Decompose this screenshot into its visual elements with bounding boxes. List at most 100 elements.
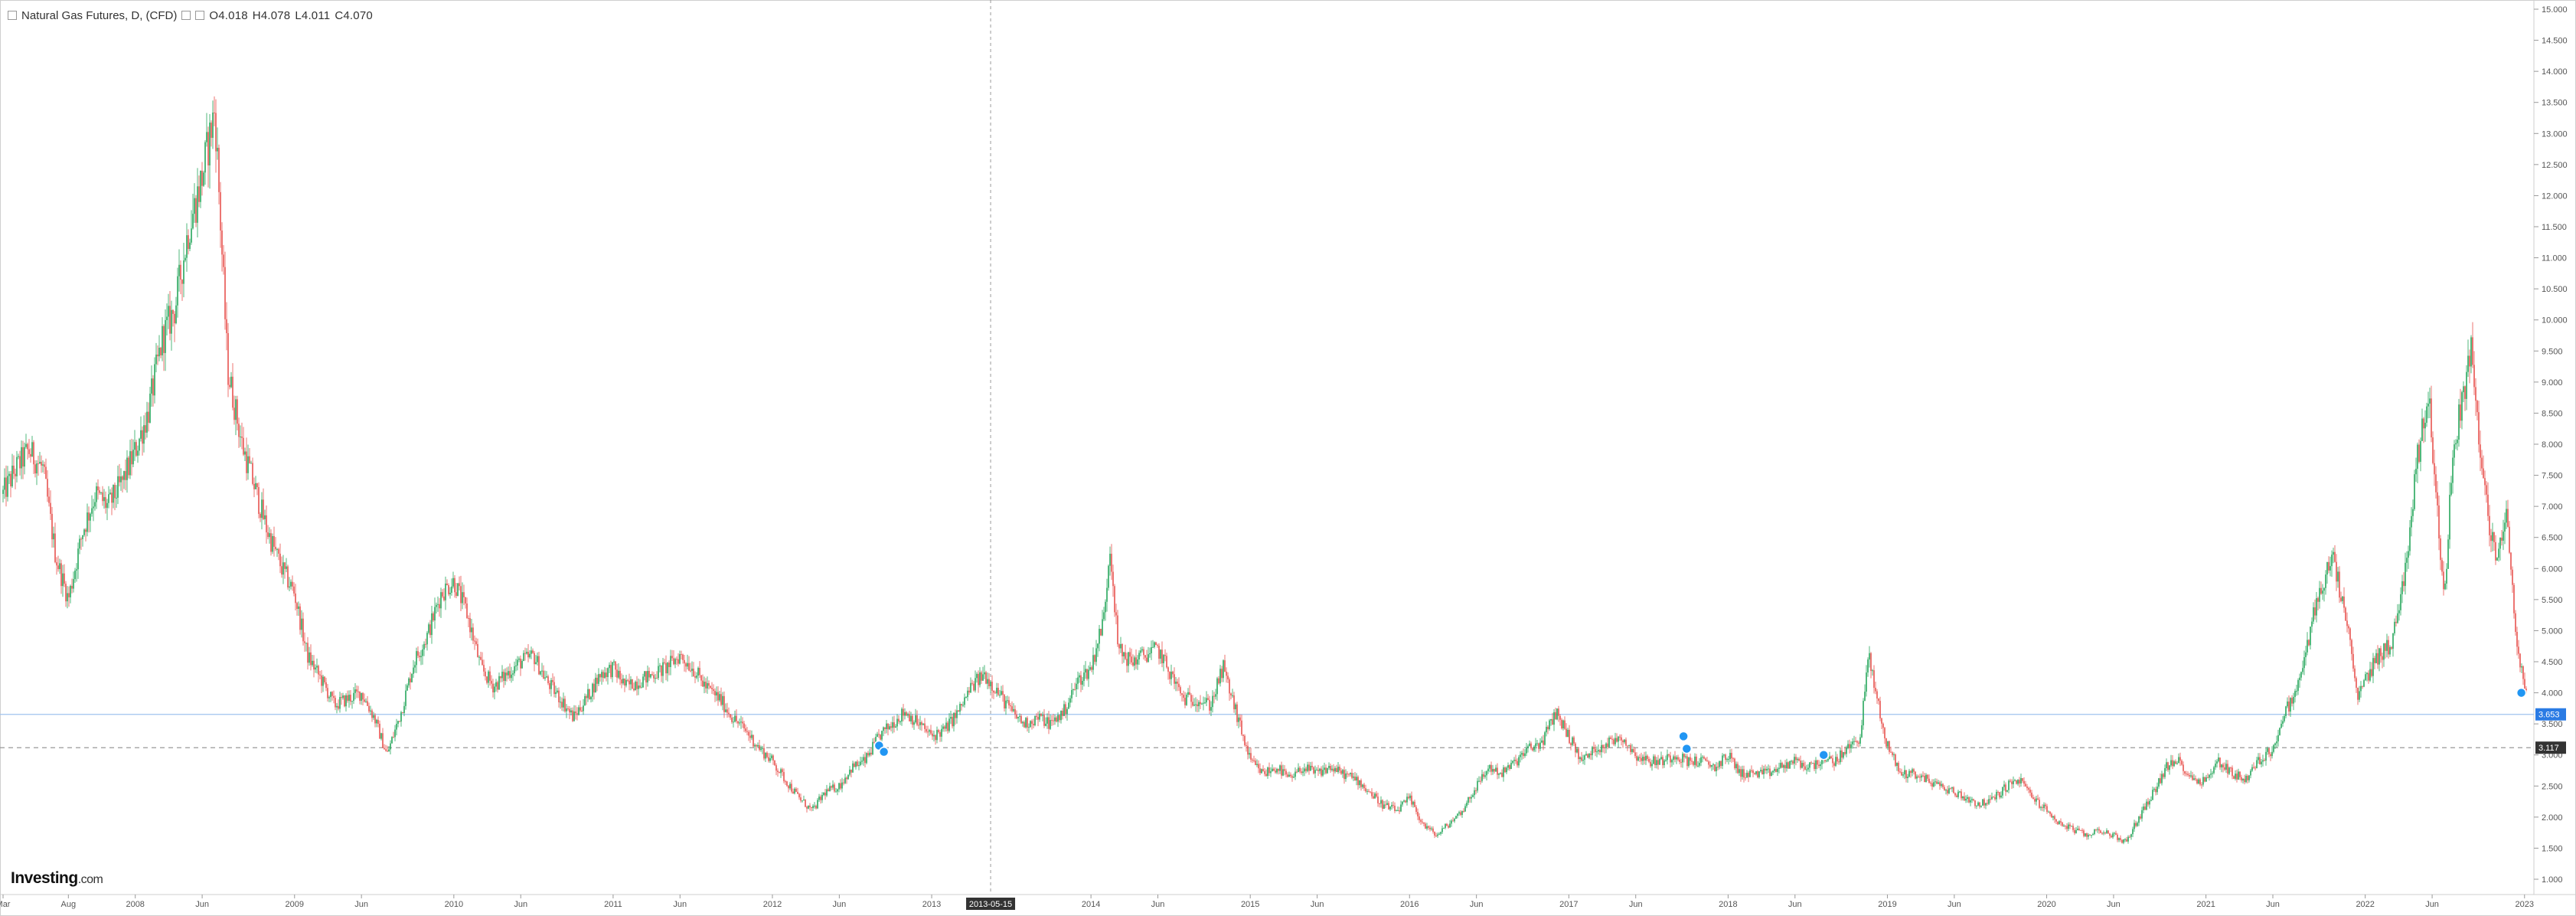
candle-body [1489, 764, 1490, 769]
settings-icon[interactable] [181, 11, 191, 20]
low-value: L4.011 [295, 8, 331, 22]
candle-body [2498, 548, 2499, 558]
candle-body [550, 679, 552, 689]
candle-body [1524, 753, 1526, 757]
candle-body [1371, 792, 1373, 797]
candle-body [2049, 811, 2051, 814]
candle-body [1705, 758, 1706, 761]
candle-body [266, 515, 267, 533]
candle-body [742, 721, 743, 724]
candle-body [717, 692, 719, 701]
candle-body [1246, 745, 1247, 747]
candle-body [1833, 763, 1835, 766]
candle-body [2074, 829, 2075, 833]
candle-body [1192, 702, 1193, 706]
candle-body [344, 695, 345, 707]
candle-body [708, 682, 710, 686]
candle-body [1781, 763, 1783, 768]
candle-body [1588, 754, 1590, 758]
candle-body [581, 710, 583, 712]
candle-body [1608, 738, 1610, 748]
candle-body [111, 492, 113, 503]
candle-body [2120, 838, 2121, 840]
candle-body [1111, 554, 1112, 572]
candle-body [532, 650, 534, 653]
candle-body [797, 791, 798, 794]
candle-body [866, 753, 867, 764]
candle-body [854, 763, 855, 767]
candle-body [1768, 768, 1769, 770]
candle-body [1400, 804, 1402, 812]
candle-body [1241, 720, 1242, 735]
candle-body [1434, 832, 1435, 836]
symbol-title[interactable]: Natural Gas Futures, D, (CFD) [21, 8, 178, 22]
candle-body [82, 535, 83, 539]
candle-body [540, 671, 541, 675]
candle-body [1172, 672, 1174, 675]
candle-body [1065, 704, 1066, 715]
candle-body [2475, 387, 2476, 401]
candle-body [87, 512, 88, 532]
candle-body [870, 752, 872, 755]
candle-body [71, 586, 73, 589]
candle-body [1184, 698, 1186, 705]
candle-body [1273, 768, 1275, 771]
collapse-icon[interactable] [8, 11, 17, 20]
candle-body [364, 699, 365, 702]
candle-body [821, 794, 823, 800]
candle-body [2473, 365, 2475, 388]
candle-body [1374, 793, 1376, 799]
candle-body [1596, 751, 1598, 753]
candle-body [2380, 648, 2382, 656]
candle-body [2204, 777, 2205, 782]
candle-body [2224, 767, 2225, 770]
candle-body [2057, 821, 2059, 825]
candle-body [1642, 756, 1644, 761]
candle-body [1665, 760, 1667, 761]
candle-body [1368, 790, 1370, 792]
candle-body [1660, 757, 1662, 760]
candle-body [445, 583, 446, 600]
candle-body [426, 633, 428, 645]
candle-body [2378, 648, 2380, 665]
candle-body [650, 674, 651, 678]
chart-header: Natural Gas Futures, D, (CFD) O4.018 H4.… [8, 6, 373, 25]
candle-body [555, 692, 557, 695]
candle-body [1595, 748, 1596, 752]
candle-body [852, 763, 854, 773]
candle-body [1662, 757, 1663, 766]
candle-body [1443, 827, 1445, 829]
candle-body [760, 748, 762, 751]
candle-body [1849, 744, 1850, 749]
candle-body [2337, 571, 2339, 582]
candle-body [2340, 597, 2342, 601]
candle-body [211, 123, 212, 138]
candle-body [734, 715, 736, 722]
event-marker-icon[interactable] [1681, 743, 1693, 754]
x-tick-label: Jun [1629, 900, 1643, 909]
candle-body [2349, 628, 2351, 640]
candle-body [2254, 767, 2256, 769]
candle-body [2386, 640, 2388, 651]
candle-body [2300, 672, 2302, 678]
candle-body [2183, 764, 2184, 771]
candle-body [2164, 768, 2166, 777]
candle-body [2359, 691, 2360, 700]
candle-body [552, 679, 553, 682]
candle-body [1354, 776, 1356, 781]
candle-body [668, 662, 670, 667]
candle-body [935, 734, 936, 741]
candle-body [599, 674, 601, 678]
candle-body [1503, 767, 1504, 777]
event-marker-icon[interactable] [1818, 749, 1829, 761]
event-marker-icon[interactable] [1678, 731, 1689, 742]
event-marker-icon[interactable] [2516, 687, 2527, 698]
candle-body [1912, 769, 1913, 774]
event-marker-icon[interactable] [878, 746, 890, 757]
candle-body [1513, 760, 1515, 761]
candle-body [2346, 620, 2348, 626]
candle-body [1020, 715, 1022, 724]
close-icon[interactable] [195, 11, 205, 20]
